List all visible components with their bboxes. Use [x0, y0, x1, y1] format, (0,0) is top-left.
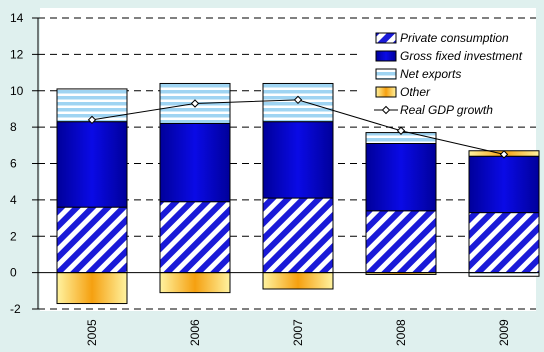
- legend-swatch-other: [375, 86, 397, 98]
- bar-gross-fixed-investment-2007: [262, 121, 334, 199]
- bars: [56, 82, 540, 305]
- y-tick-label: 14: [10, 11, 24, 25]
- gdp-point-2006: [190, 99, 200, 108]
- legend-label-net-exports: Net exports: [400, 67, 461, 81]
- bar-other-2007: [262, 272, 334, 290]
- bar-other-2006: [159, 272, 231, 294]
- bar-other-2005: [56, 272, 128, 305]
- x-tick-label-2009: 2009: [497, 319, 511, 346]
- bar-gross-fixed-investment-2005: [56, 121, 128, 208]
- legend-label-gross-fixed-investment: Gross fixed investment: [400, 49, 523, 63]
- bar-private-consumption-2005: [56, 206, 128, 274]
- x-tick-label-2008: 2008: [394, 319, 408, 346]
- bar-gross-fixed-investment-2008: [365, 142, 437, 212]
- y-tick-label: 2: [10, 229, 17, 243]
- y-tick-label: -2: [10, 302, 21, 316]
- bar-private-consumption-2009: [468, 212, 540, 274]
- bar-gross-fixed-investment-2009: [468, 155, 540, 214]
- x-tick-label-2006: 2006: [188, 319, 202, 346]
- y-tick-label: 4: [10, 193, 17, 207]
- gdp-point-2008: [396, 126, 406, 135]
- gdp-point-2005: [87, 115, 97, 125]
- x-tick-label-2005: 2005: [85, 319, 99, 346]
- axes: -2 0 2 4 6 8 10 12 14 2005 2006 2007 2008 2009: [10, 11, 536, 346]
- gdp-point-2007: [293, 95, 303, 105]
- x-tick-label-2007: 2007: [291, 319, 305, 346]
- legend-label-other: Other: [400, 85, 431, 99]
- bar-private-consumption-2006: [159, 201, 231, 274]
- legend-swatch-marker: [381, 105, 391, 115]
- legend-label-real-gdp-growth: Real GDP growth: [400, 103, 493, 117]
- legend-swatch-gross-fixed-investment: [375, 50, 397, 62]
- bar-private-consumption-2007: [262, 197, 334, 274]
- y-tick-label: 10: [10, 84, 24, 98]
- legend-swatch-net-exports: [375, 68, 397, 80]
- y-tick-label: 6: [10, 157, 17, 171]
- legend-label-private-consumption: Private consumption: [400, 31, 509, 45]
- y-tick-label: 12: [10, 47, 24, 61]
- legend-swatch-private-consumption: [375, 32, 397, 44]
- y-tick-label: 0: [10, 266, 17, 280]
- gdp-growth-line: [87, 95, 509, 159]
- bar-net-exports-2009: [468, 272, 540, 277]
- y-tick-label: 8: [10, 120, 17, 134]
- bar-private-consumption-2008: [365, 210, 437, 274]
- gdp-point-2009: [499, 150, 509, 159]
- legend: Private consumption Gross fixed investmen…: [360, 30, 536, 118]
- bar-gross-fixed-investment-2006: [159, 122, 231, 203]
